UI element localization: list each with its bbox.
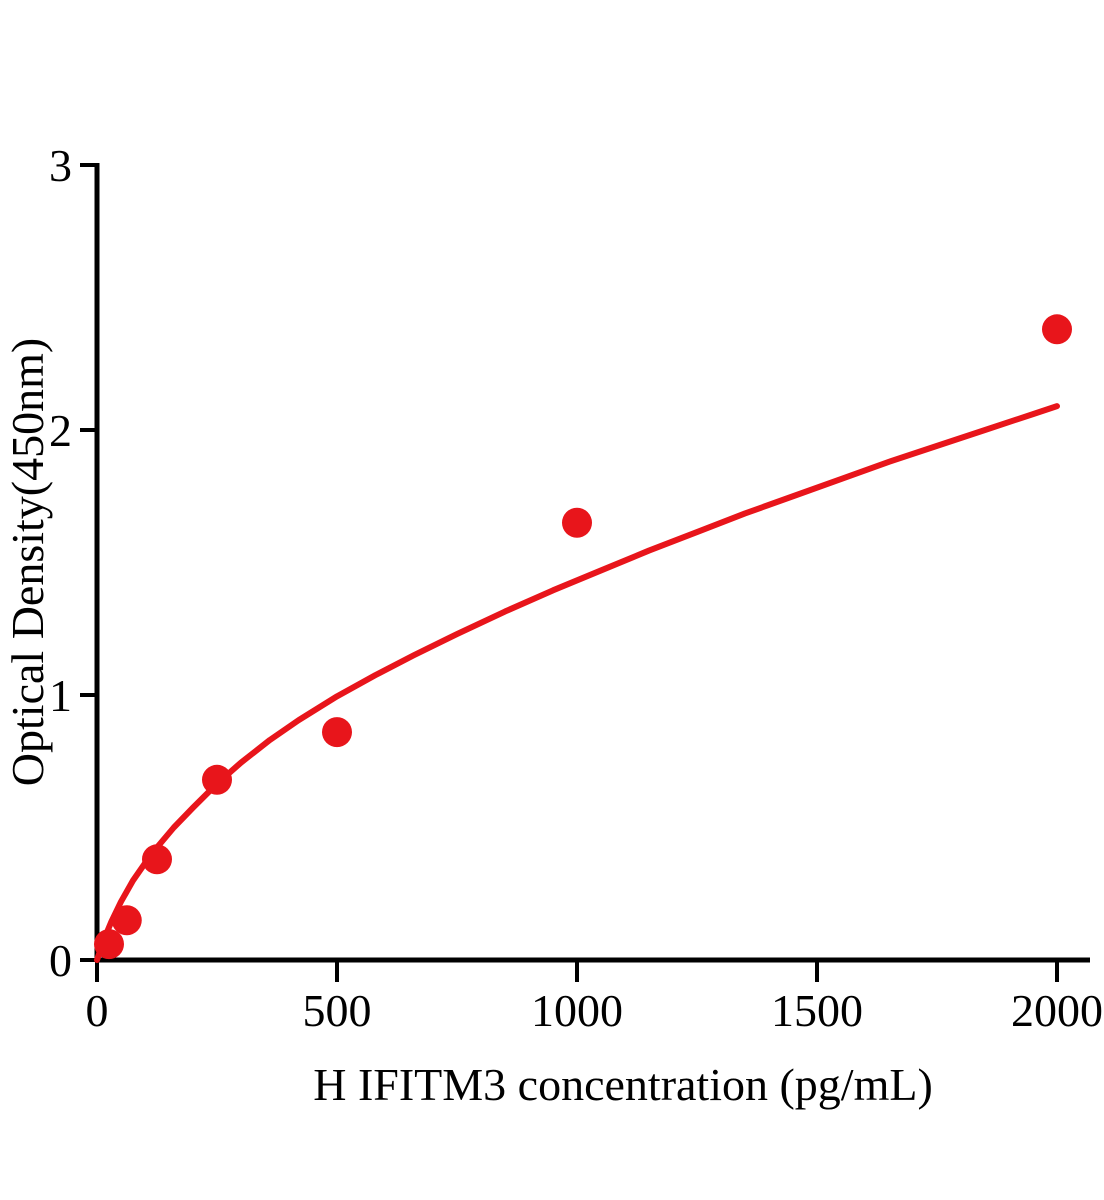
y-tick-label-2: 2 — [49, 405, 72, 456]
y-tick-label-0: 0 — [49, 935, 72, 986]
x-axis-ticks — [95, 960, 1059, 982]
data-point — [562, 507, 592, 538]
x-tick-label-1000: 1000 — [531, 985, 623, 1036]
data-point — [111, 905, 142, 936]
data-point — [94, 929, 124, 960]
data-point — [322, 717, 352, 748]
data-point — [142, 844, 172, 875]
data-point — [1042, 314, 1072, 345]
y-tick-label-1: 1 — [49, 670, 72, 721]
x-tick-label-500: 500 — [303, 985, 372, 1036]
y-axis-title: Optical Density(450nm) — [2, 338, 53, 786]
data-point — [202, 764, 232, 795]
data-point-group — [94, 314, 1072, 960]
y-tick-label-3: 3 — [49, 140, 72, 191]
x-axis-title: H IFITM3 concentration (pg/mL) — [313, 1059, 933, 1110]
x-tick-label-2000: 2000 — [1011, 985, 1103, 1036]
y-axis-ticks — [80, 163, 97, 962]
standard-curve-fit-line — [94, 403, 1060, 963]
x-tick-label-0: 0 — [86, 985, 109, 1036]
x-tick-label-1500: 1500 — [771, 985, 863, 1036]
